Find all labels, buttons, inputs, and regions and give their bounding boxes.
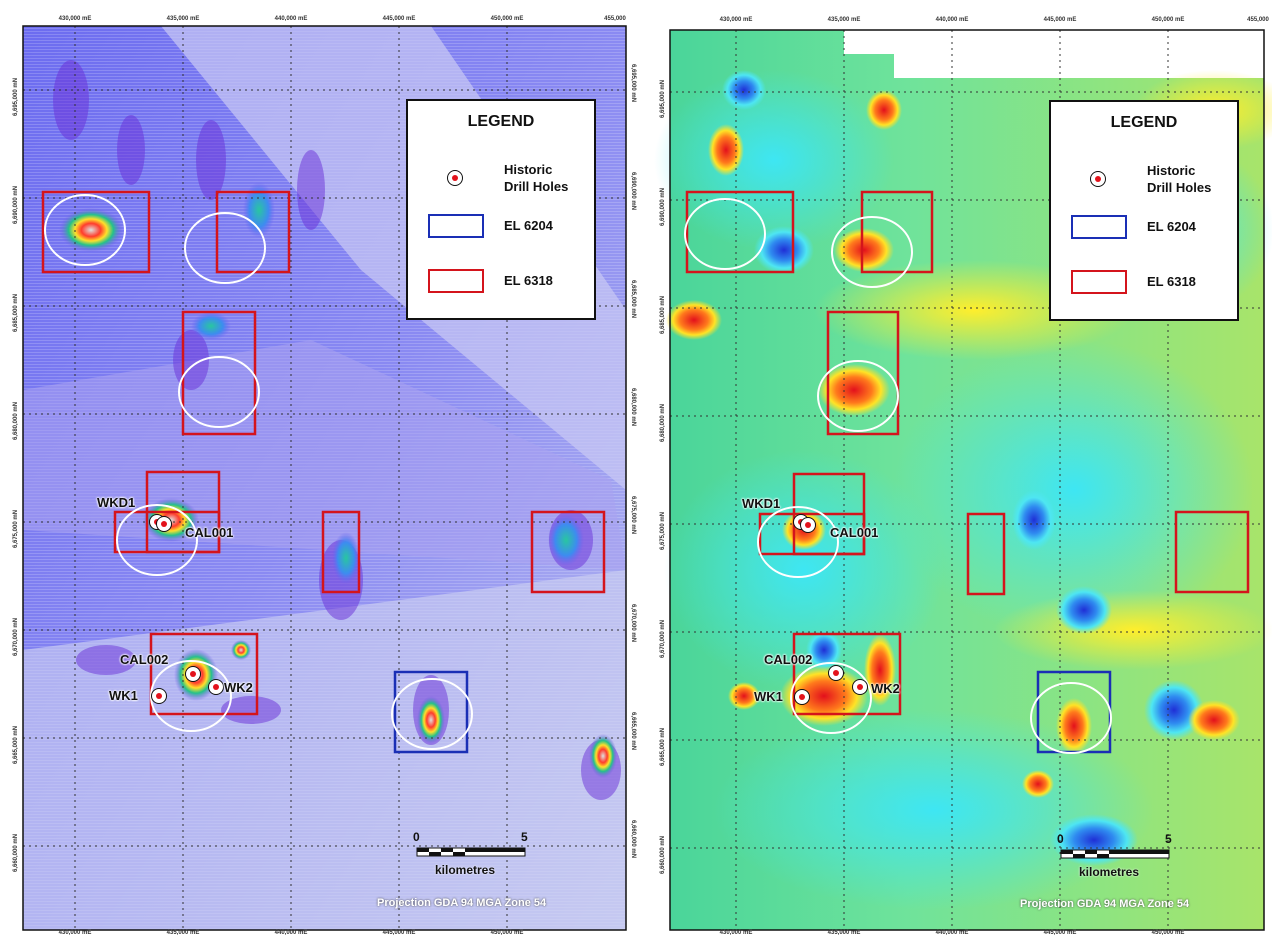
map-legend: LEGEND Historic Drill Holes EL 6204 EL 6… [406,99,596,320]
el6204-swatch [428,214,484,238]
legend-el6318: EL 6318 [1147,274,1196,289]
drill-hole-marker [800,517,816,533]
northing-label: 6,665,000 mN [630,712,636,751]
easting-label: 440,000 mE [274,16,308,22]
drill-hole-symbol-icon [447,170,463,186]
easting-label: 435,000 mE [827,17,861,23]
projection-label: Projection GDA 94 MGA Zone 54 [377,897,547,909]
northing-label: 6,670,000 mN [660,619,666,658]
drill-hole-symbol-icon [1090,171,1106,187]
northing-label: 6,690,000 mN [630,172,636,211]
drill-hole-marker [852,679,868,695]
drill-hole-label-wkd1: WKD1 [97,495,136,510]
easting-label: 440,000 mE [274,930,308,936]
el6318-swatch [428,269,484,293]
easting-label: 450,000 mE [490,16,524,22]
easting-label: 435,000 mE [166,16,200,22]
drill-hole-label-cal002: CAL002 [120,652,169,667]
easting-label: 455,000 [1247,17,1269,23]
easting-label: 445,000 mE [382,930,416,936]
scale-zero-label: 0 [1057,832,1064,846]
drill-hole-marker [156,516,172,532]
drill-hole-label-wk1: WK1 [754,689,783,704]
scale-zero-label: 0 [413,830,420,844]
northing-label: 6,670,000 mN [13,617,19,656]
northing-label: 6,695,000 mN [13,77,19,116]
northing-label: 6,670,000 mN [630,604,636,643]
easting-label: 445,000 mE [382,16,416,22]
northing-label: 6,695,000 mN [660,79,666,118]
easting-label: 435,000 mE [166,930,200,936]
legend-drill-holes-line2: Drill Holes [504,179,569,194]
easting-label: 450,000 mE [1151,930,1185,936]
drill-hole-label-wkd1: WKD1 [742,496,781,511]
northing-label: 6,680,000 mN [660,403,666,442]
legend-drill-holes-line1: Historic [1147,163,1196,178]
legend-title: LEGEND [1110,114,1178,131]
easting-label: 455,000 [604,16,626,22]
northing-label: 6,695,000 mN [630,64,636,103]
northing-label: 6,680,000 mN [13,401,19,440]
northing-label: 6,690,000 mN [660,187,666,226]
scale-five-label: 5 [1165,832,1172,846]
northing-label: 6,680,000 mN [630,388,636,427]
legend-el6318: EL 6318 [504,273,553,288]
drill-hole-marker [208,679,224,695]
northing-label: 6,685,000 mN [13,293,19,332]
northing-label: 6,675,000 mN [630,496,636,535]
northing-label: 6,665,000 mN [13,725,19,764]
legend-el6204: EL 6204 [504,218,553,233]
scale-five-label: 5 [521,830,528,844]
drill-hole-label-cal001: CAL001 [185,525,234,540]
northing-label: 6,660,000 mN [630,820,636,859]
legend-drill-holes-line2: Drill Holes [1147,180,1212,195]
easting-label: 435,000 mE [827,930,861,936]
northing-label: 6,660,000 mN [13,833,19,872]
scale-unit-label: kilometres [435,863,496,877]
drill-hole-marker [828,665,844,681]
easting-label: 450,000 mE [490,930,524,936]
map-legend: LEGEND Historic Drill Holes EL 6204 EL 6… [1049,100,1239,321]
northing-label: 6,665,000 mN [660,727,666,766]
easting-label: 440,000 mE [935,930,969,936]
northing-label: 6,675,000 mN [13,509,19,548]
gravity-map-panel: 430,000 mE 435,000 mE 440,000 mE 445,000… [654,10,1272,939]
scale-bar [416,847,526,857]
legend-title: LEGEND [467,113,535,130]
easting-label: 430,000 mE [719,930,753,936]
scale-bar [1060,849,1170,859]
drill-hole-marker [185,666,201,682]
northing-label: 6,685,000 mN [630,280,636,319]
drill-hole-label-wk2: WK2 [224,680,253,695]
northing-label: 6,685,000 mN [660,295,666,334]
drill-hole-label-cal001: CAL001 [830,525,879,540]
easting-label: 440,000 mE [935,17,969,23]
northing-label: 6,675,000 mN [660,511,666,550]
easting-label: 430,000 mE [58,930,92,936]
drill-hole-marker [151,688,167,704]
easting-label: 430,000 mE [719,17,753,23]
northing-label: 6,660,000 mN [660,835,666,874]
easting-label: 445,000 mE [1043,930,1077,936]
magnetics-map-panel: 430,000 mE 435,000 mE 440,000 mE 445,000… [11,10,638,939]
drill-hole-label-wk1: WK1 [109,688,138,703]
drill-hole-marker [794,689,810,705]
projection-label: Projection GDA 94 MGA Zone 54 [1020,898,1190,910]
drill-hole-label-cal002: CAL002 [764,652,813,667]
easting-label: 430,000 mE [58,16,92,22]
northing-label: 6,690,000 mN [13,185,19,224]
easting-label: 450,000 mE [1151,17,1185,23]
easting-label: 445,000 mE [1043,17,1077,23]
legend-el6204: EL 6204 [1147,219,1196,234]
scale-unit-label: kilometres [1079,865,1140,879]
el6318-swatch [1071,270,1127,294]
legend-drill-holes-line1: Historic [504,162,553,177]
el6204-swatch [1071,215,1127,239]
drill-hole-label-wk2: WK2 [871,681,900,696]
